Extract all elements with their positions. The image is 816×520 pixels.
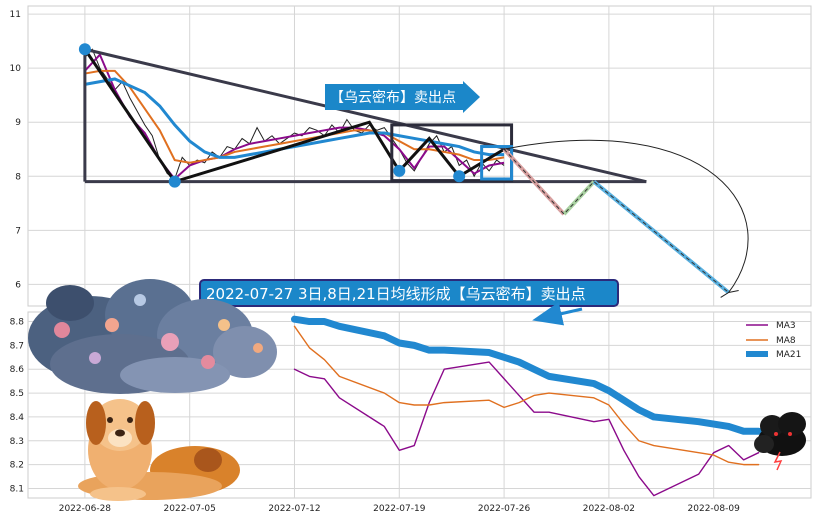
ma-y-tick-0: 8.1 (10, 484, 24, 494)
price-y-ticks: 6 7 8 9 10 11 (10, 10, 22, 290)
price-y-tick-4: 10 (10, 64, 22, 74)
ma-y-tick-3: 8.4 (10, 413, 25, 423)
price-plot-area (27, 5, 812, 307)
price-y-tick-5: 11 (10, 10, 21, 20)
ma-y-tick-4: 8.5 (10, 389, 24, 399)
price-y-tick-1: 7 (15, 226, 21, 236)
legend-label-ma8: MA8 (776, 336, 796, 346)
price-y-tick-3: 9 (15, 118, 21, 128)
ma-y-ticks: 8.1 8.2 8.3 8.4 8.5 8.6 8.7 8.8 (10, 318, 25, 495)
ma-x-tick-3: 2022-07-19 (373, 504, 426, 514)
pivot-point-1 (168, 175, 181, 188)
callout-arrow: 【乌云密布】卖出点 (325, 81, 480, 113)
price-ma21-line (84, 77, 505, 159)
series-line-ma3 (293, 361, 760, 497)
legend-label-ma21: MA21 (776, 350, 801, 360)
projection-up-band (562, 180, 596, 216)
signal-banner: 2022-07-27 3日,8日,21日均线形成【乌云密布】卖出点 (199, 279, 619, 326)
series-line-ma21 (290, 315, 763, 435)
price-y-tick-2: 8 (15, 172, 21, 182)
ma-lines (290, 315, 763, 497)
projection-path (503, 148, 729, 293)
legend-label-ma3: MA3 (776, 321, 796, 331)
series-line-ma8 (293, 325, 760, 466)
banner-box (199, 279, 619, 307)
price-lines (78, 43, 749, 298)
ma-y-tick-1: 8.2 (10, 461, 24, 471)
callout-arrow-shape (325, 81, 480, 113)
price-y-tick-0: 6 (15, 280, 21, 290)
ma-x-tick-2: 2022-07-12 (268, 504, 320, 514)
projection-arc-head (720, 289, 739, 298)
ma-y-tick-2: 8.3 (10, 437, 24, 447)
pivot-point-3 (453, 170, 466, 183)
ma-x-tick-6: 2022-08-09 (688, 504, 741, 514)
ma-x-tick-0: 2022-06-28 (59, 504, 112, 514)
callout-label: 【乌云密布】卖出点 (330, 89, 456, 106)
ma-x-tick-1: 2022-07-05 (164, 504, 216, 514)
ma-x-tick-5: 2022-08-02 (583, 504, 635, 514)
price-ma8-line (84, 69, 505, 164)
legend: MA3 MA8 MA21 (746, 321, 801, 360)
ma-x-tick-4: 2022-07-26 (478, 504, 531, 514)
banner-pointer-arrow (532, 301, 583, 326)
ma-y-tick-5: 8.6 (10, 365, 25, 375)
projection-arc (503, 139, 749, 293)
price-panel: 6 7 8 9 10 11 【乌云密布】卖出点 (10, 5, 812, 307)
pivot-point-2 (393, 164, 406, 177)
upper-trendline (84, 47, 647, 184)
ma-x-ticks: 2022-06-28 2022-07-05 2022-07-12 2022-07-19… (59, 504, 740, 514)
pivot-point-0 (78, 43, 91, 56)
ma-y-tick-6: 8.7 (10, 341, 24, 351)
dark-storm-cloud-icon (754, 412, 806, 471)
signal-box (480, 145, 514, 181)
storm-cloud-illustration (28, 279, 277, 394)
dog-illustration (78, 399, 240, 501)
price-series-line (84, 48, 505, 180)
banner-label: 2022-07-27 3日,8日,21日均线形成【乌云密布】卖出点 (206, 285, 586, 303)
ma-y-tick-7: 8.8 (10, 318, 25, 328)
